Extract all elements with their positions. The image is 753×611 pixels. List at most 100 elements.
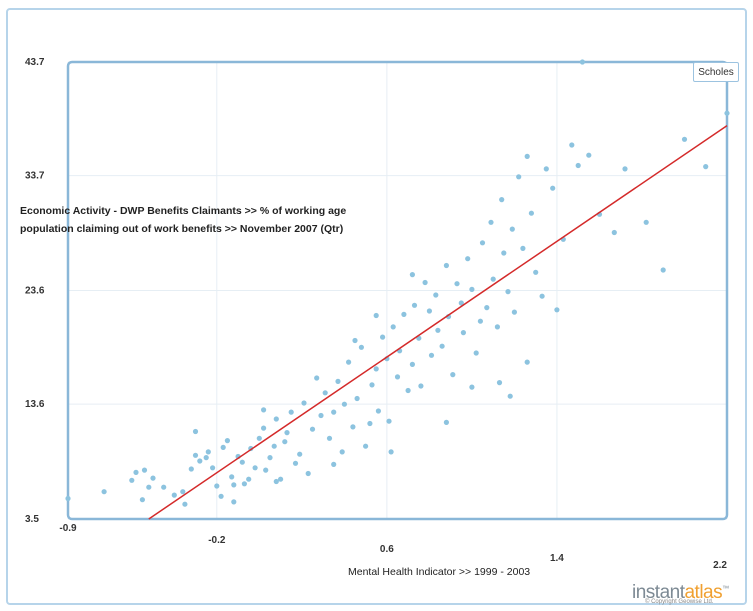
data-point[interactable] [388,449,394,455]
data-point[interactable] [210,465,216,471]
data-point[interactable] [220,444,226,450]
data-point[interactable] [171,492,177,498]
data-point[interactable] [369,382,375,388]
data-point[interactable] [554,307,560,313]
data-point[interactable] [101,489,107,495]
data-point[interactable] [314,375,320,381]
data-point[interactable] [241,481,247,487]
data-point[interactable] [499,197,505,203]
data-point[interactable] [450,372,456,378]
data-point[interactable] [263,467,269,473]
data-point[interactable] [339,449,345,455]
data-point[interactable] [507,393,513,399]
data-point[interactable] [292,460,299,466]
data-point[interactable] [373,312,379,319]
data-point[interactable] [622,166,628,172]
data-point[interactable] [197,458,203,464]
data-point[interactable] [271,443,277,449]
data-point[interactable] [231,482,237,488]
data-point[interactable] [252,465,258,471]
data-point[interactable] [469,286,475,292]
data-point[interactable] [505,289,511,295]
data-point[interactable] [511,309,517,315]
data-point[interactable] [539,293,545,299]
data-point[interactable] [261,407,267,413]
legend-selected-area[interactable]: Scholes [693,62,739,82]
data-point[interactable] [239,459,245,465]
data-point[interactable] [150,475,156,481]
data-point[interactable] [409,361,415,367]
data-point[interactable] [367,420,373,427]
data-point[interactable] [575,162,581,169]
data-point[interactable] [435,327,441,333]
data-point[interactable] [322,390,328,396]
data-point[interactable] [465,256,471,262]
data-point[interactable] [458,300,464,306]
data-point[interactable] [273,478,279,485]
data-point[interactable] [203,455,209,461]
data-point[interactable] [354,395,360,402]
data-point[interactable] [180,489,186,495]
data-point[interactable] [479,240,486,246]
data-point[interactable] [346,359,352,365]
data-point[interactable] [282,439,288,445]
data-point[interactable] [443,419,449,425]
data-point[interactable] [681,136,688,142]
data-point[interactable] [278,476,284,482]
data-point[interactable] [288,409,294,415]
data-point[interactable] [231,499,237,505]
data-point[interactable] [218,493,224,499]
data-point[interactable] [318,412,324,419]
data-point[interactable] [488,219,494,225]
data-point[interactable] [496,380,503,386]
data-point[interactable] [133,469,139,475]
data-point[interactable] [543,166,549,172]
data-point[interactable] [533,269,539,275]
data-point[interactable] [660,267,666,273]
data-point[interactable] [433,292,439,298]
data-point[interactable] [214,483,220,489]
data-point[interactable] [569,142,575,148]
data-point[interactable] [473,350,479,356]
data-point[interactable] [192,428,199,435]
data-point[interactable] [141,467,148,473]
data-point[interactable] [524,359,530,365]
data-point[interactable] [394,374,401,380]
data-point[interactable] [426,308,432,314]
data-point[interactable] [224,438,230,444]
data-point[interactable] [229,474,235,480]
data-point[interactable] [509,226,515,232]
data-point[interactable] [428,352,435,358]
data-point[interactable] [516,174,522,180]
data-point[interactable] [586,152,592,158]
data-point[interactable] [390,324,396,330]
data-point[interactable] [65,495,71,502]
data-point[interactable] [439,343,445,349]
data-point[interactable] [422,279,428,286]
data-point[interactable] [375,408,381,414]
data-point[interactable] [477,318,483,324]
data-point[interactable] [326,435,333,441]
data-point[interactable] [182,501,188,507]
data-point[interactable] [301,400,307,406]
data-point[interactable] [469,384,475,390]
data-point[interactable] [418,383,424,389]
data-point[interactable] [335,378,341,384]
data-point[interactable] [297,451,303,457]
data-point[interactable] [309,426,316,432]
data-point[interactable] [267,455,273,461]
data-point[interactable] [256,435,262,441]
data-point[interactable] [520,245,526,251]
data-point[interactable] [331,461,337,467]
data-point[interactable] [501,250,507,256]
data-point[interactable] [386,418,392,424]
data-point[interactable] [363,443,369,449]
data-point[interactable] [643,219,649,225]
data-point[interactable] [454,281,460,287]
data-point[interactable] [261,425,267,431]
data-point[interactable] [405,387,411,394]
data-point[interactable] [305,470,311,477]
data-point[interactable] [724,110,730,116]
data-point[interactable] [331,409,337,415]
data-point[interactable] [460,330,466,336]
